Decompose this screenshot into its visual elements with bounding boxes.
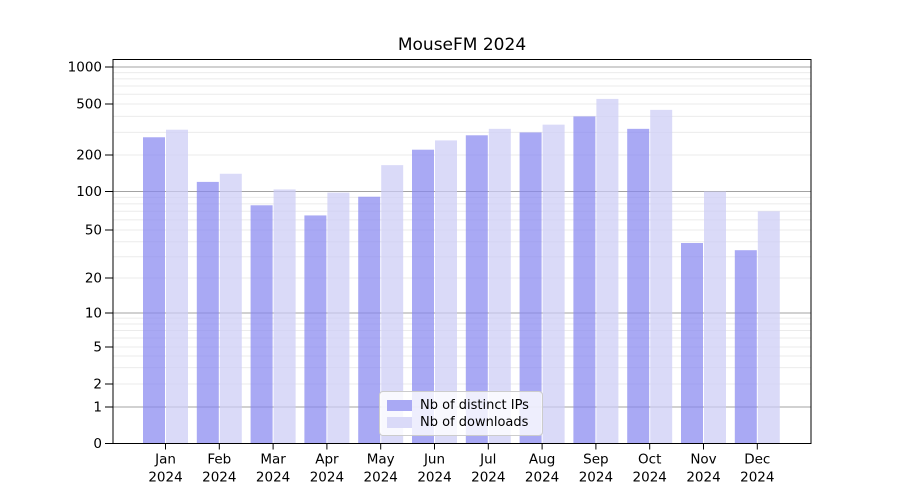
legend-swatch-distinct-ips xyxy=(387,400,412,411)
bar-ips-jan xyxy=(143,137,165,444)
bar-ips-nov xyxy=(681,243,703,444)
chart-title: MouseFM 2024 xyxy=(397,35,527,55)
bar-downloads-feb xyxy=(219,173,242,444)
x-tick-label: Jun 2024 xyxy=(417,452,451,486)
x-tick-label: Oct 2024 xyxy=(633,452,667,486)
bar-ips-aug xyxy=(519,132,542,444)
bar-ips-sep xyxy=(573,116,596,444)
x-tick-label: Nov 2024 xyxy=(686,452,720,486)
bar-ips-apr xyxy=(304,215,327,444)
bar-downloads-may xyxy=(381,165,404,444)
y-tick-label: 500 xyxy=(76,97,102,113)
y-tick-label: 5 xyxy=(93,340,102,356)
bar-ips-dec xyxy=(734,250,757,444)
y-tick-label: 100 xyxy=(76,184,102,200)
legend-swatch-downloads xyxy=(387,417,412,428)
x-tick-label: Dec 2024 xyxy=(740,452,774,486)
bar-downloads-nov xyxy=(704,191,726,444)
bar-ips-may xyxy=(358,196,381,444)
bar-downloads-jan xyxy=(166,129,188,444)
bar-ips-jul xyxy=(465,135,488,444)
x-tick-label: Apr 2024 xyxy=(310,452,344,486)
bar-downloads-mar xyxy=(273,189,296,444)
bar-downloads-jun xyxy=(435,140,457,444)
legend-item-distinct-ips: Nb of distinct IPs xyxy=(387,398,534,413)
y-tick-label: 50 xyxy=(85,223,102,239)
x-tick-label: Sep 2024 xyxy=(579,452,613,486)
bar-downloads-apr xyxy=(327,192,350,444)
bar-ips-mar xyxy=(250,205,273,444)
y-tick-label: 1 xyxy=(93,400,102,416)
x-tick-label: Jul 2024 xyxy=(471,452,505,486)
legend-label-distinct-ips: Nb of distinct IPs xyxy=(420,398,529,413)
legend-item-downloads: Nb of downloads xyxy=(387,415,534,430)
bar-ips-feb xyxy=(196,181,219,444)
y-tick-label: 20 xyxy=(85,271,102,287)
x-tick-label: May 2024 xyxy=(364,452,398,486)
y-tick-label: 10 xyxy=(85,306,102,322)
x-tick-label: Feb 2024 xyxy=(202,452,236,486)
legend-label-downloads: Nb of downloads xyxy=(420,415,529,430)
bar-ips-jun xyxy=(412,149,434,444)
plot-frame xyxy=(112,59,812,444)
bar-downloads-sep xyxy=(596,98,619,444)
y-tick-label: 0 xyxy=(93,436,102,452)
x-tick-label: Mar 2024 xyxy=(256,452,290,486)
bar-downloads-aug xyxy=(542,124,565,444)
legend: Nb of distinct IPs Nb of downloads xyxy=(379,391,543,436)
bar-downloads-dec xyxy=(757,211,780,444)
x-tick-label: Aug 2024 xyxy=(525,452,559,486)
bar-ips-oct xyxy=(627,128,650,444)
y-tick-label: 200 xyxy=(76,148,102,164)
y-tick-label: 1000 xyxy=(68,60,102,76)
y-tick-label: 2 xyxy=(93,377,102,393)
x-tick-label: Jan 2024 xyxy=(148,452,182,486)
bar-downloads-oct xyxy=(650,109,673,444)
bar-downloads-jul xyxy=(488,128,511,444)
